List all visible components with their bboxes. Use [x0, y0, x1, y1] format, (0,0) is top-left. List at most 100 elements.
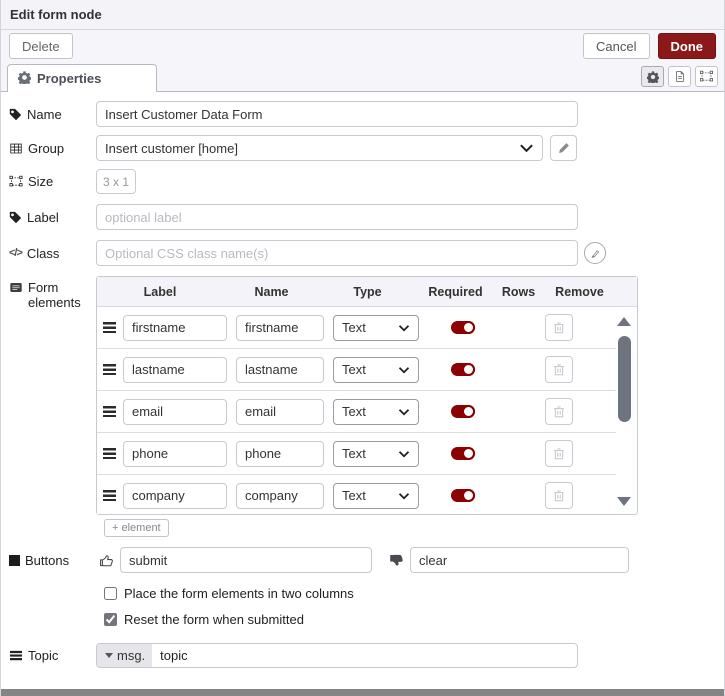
- chevron-down-icon: [520, 144, 533, 153]
- class-picker-button[interactable]: [584, 242, 606, 264]
- name-field-row: Name: [9, 101, 716, 127]
- window-bottom-edge: [1, 689, 724, 696]
- scroll-track[interactable]: [617, 326, 631, 497]
- delete-element-button[interactable]: [545, 314, 573, 341]
- element-label-input[interactable]: [123, 482, 227, 509]
- element-name-input[interactable]: [236, 440, 324, 467]
- description-doc-button[interactable]: [668, 66, 691, 87]
- brush-icon: [591, 249, 599, 258]
- col-header-remove: Remove: [555, 284, 604, 299]
- done-button[interactable]: Done: [657, 33, 716, 59]
- name-label: Name: [9, 107, 96, 122]
- element-name-input[interactable]: [236, 314, 324, 341]
- class-input[interactable]: [96, 240, 578, 266]
- scroll-up-arrow[interactable]: [617, 317, 631, 326]
- document-icon: [675, 71, 684, 82]
- edit-group-button[interactable]: [550, 135, 577, 161]
- label-field-row: Label: [9, 204, 716, 230]
- object-frame-icon: [700, 70, 713, 82]
- dialog-title: Edit form node: [10, 7, 102, 22]
- label-input[interactable]: [96, 204, 578, 230]
- col-header-label: Label: [143, 284, 177, 299]
- trash-icon: [554, 406, 564, 418]
- form-element-row: Text: [97, 475, 617, 514]
- two-columns-checkbox[interactable]: [104, 587, 117, 600]
- drag-handle-icon[interactable]: [103, 322, 116, 333]
- two-columns-checkbox-row: Place the form elements in two columns: [104, 586, 716, 601]
- element-label-input[interactable]: [123, 440, 227, 467]
- cancel-button[interactable]: Cancel: [583, 33, 650, 59]
- tab-properties[interactable]: Properties: [7, 64, 157, 92]
- element-type-select[interactable]: Text: [333, 314, 419, 341]
- scroll-down-arrow[interactable]: [617, 497, 631, 506]
- form-element-row: Text: [97, 433, 617, 475]
- required-toggle[interactable]: [451, 447, 475, 460]
- form-element-row: Text: [97, 307, 617, 349]
- col-header-rows: Rows: [501, 284, 536, 299]
- name-input[interactable]: [96, 101, 578, 127]
- form-element-row: Text: [97, 391, 617, 433]
- element-type-select[interactable]: Text: [333, 356, 419, 383]
- reset-form-checkbox-label[interactable]: Reset the form when submitted: [124, 612, 304, 627]
- required-toggle[interactable]: [451, 489, 475, 502]
- topic-value-input[interactable]: [152, 648, 577, 663]
- appearance-frame-button[interactable]: [695, 66, 718, 87]
- buttons-field-row: Buttons: [9, 547, 716, 573]
- tab-bar: Properties: [1, 62, 724, 92]
- properties-panel: Name Group Insert customer [home] Size 3…: [1, 92, 724, 668]
- element-type-select[interactable]: Text: [333, 398, 419, 425]
- tag-icon: [9, 108, 22, 120]
- element-name-input[interactable]: [236, 482, 324, 509]
- table-body: Text Text Text: [97, 307, 637, 514]
- table-scrollbar[interactable]: [616, 311, 632, 508]
- size-button[interactable]: 3 x 1: [96, 169, 136, 194]
- form-elements-table: Label Name Type Required Rows Remove Tex…: [96, 276, 638, 515]
- element-name-input[interactable]: [236, 398, 324, 425]
- delete-element-button[interactable]: [545, 440, 573, 467]
- form-element-row: Text: [97, 349, 617, 391]
- trash-icon: [554, 448, 564, 460]
- topic-type-selector[interactable]: msg.: [97, 644, 153, 667]
- chevron-down-icon: [398, 492, 410, 500]
- buttons-inputs: [96, 547, 629, 573]
- delete-element-button[interactable]: [545, 356, 573, 383]
- thumbs-down-icon: [390, 554, 403, 566]
- table-grid-icon: [10, 143, 22, 153]
- tab-properties-label: Properties: [37, 71, 102, 86]
- code-icon: </>: [9, 247, 23, 259]
- scroll-thumb[interactable]: [617, 336, 631, 422]
- element-type-select[interactable]: Text: [333, 440, 419, 467]
- element-label-input[interactable]: [123, 356, 227, 383]
- pencil-icon: [558, 143, 569, 153]
- col-header-name: Name: [254, 284, 289, 299]
- delete-button[interactable]: Delete: [9, 33, 73, 59]
- drag-handle-icon[interactable]: [103, 490, 116, 501]
- add-element-button[interactable]: + element: [104, 519, 169, 537]
- gear-icon: [17, 70, 32, 87]
- delete-element-button[interactable]: [545, 398, 573, 425]
- reset-form-checkbox[interactable]: [104, 613, 117, 626]
- topic-label: Topic: [9, 648, 96, 663]
- element-label-input[interactable]: [123, 314, 227, 341]
- element-label-input[interactable]: [123, 398, 227, 425]
- two-columns-checkbox-label[interactable]: Place the form elements in two columns: [124, 586, 354, 601]
- drag-handle-icon[interactable]: [103, 406, 116, 417]
- submit-button-input[interactable]: [120, 547, 372, 573]
- clear-group: [386, 547, 629, 573]
- required-toggle[interactable]: [451, 405, 475, 418]
- chevron-down-icon: [398, 450, 410, 458]
- required-toggle[interactable]: [451, 321, 475, 334]
- element-name-input[interactable]: [236, 356, 324, 383]
- tag-icon: [9, 211, 22, 223]
- delete-element-button[interactable]: [545, 482, 573, 509]
- list-alt-icon: [10, 283, 22, 292]
- drag-handle-icon[interactable]: [103, 448, 116, 459]
- add-element-container: + element: [104, 519, 716, 537]
- settings-gear-button[interactable]: [641, 66, 664, 87]
- required-toggle[interactable]: [451, 363, 475, 376]
- drag-handle-icon[interactable]: [103, 364, 116, 375]
- clear-button-input[interactable]: [410, 547, 629, 573]
- chevron-down-icon: [398, 324, 410, 332]
- element-type-select[interactable]: Text: [333, 482, 419, 509]
- group-select[interactable]: Insert customer [home]: [96, 135, 543, 161]
